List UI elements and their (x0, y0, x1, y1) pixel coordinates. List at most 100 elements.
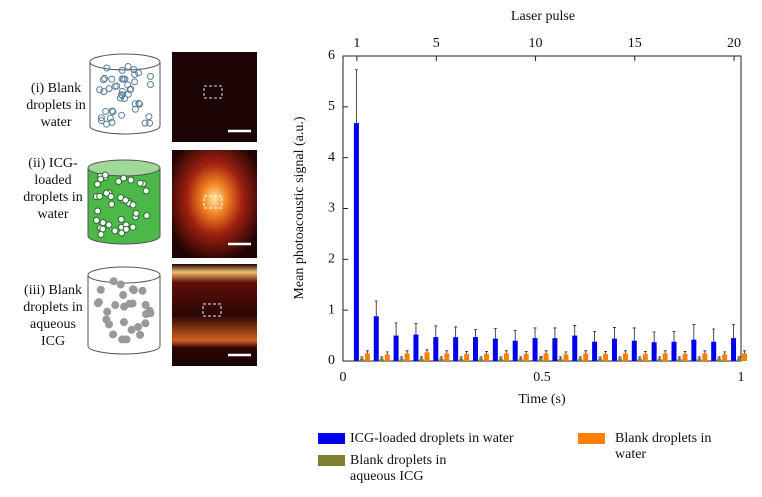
x-tick-label: 0.5 (533, 370, 551, 385)
x2-tick-label: 5 (433, 36, 440, 51)
y-tick-label: 2 (328, 252, 335, 267)
droplet (127, 176, 135, 184)
bar (558, 358, 563, 361)
panel-label: (iii) Blank droplets in aqueous ICG (23, 283, 83, 349)
bar (697, 358, 702, 361)
bar (642, 353, 648, 361)
error-bar (400, 356, 404, 359)
droplet (141, 300, 150, 309)
bar (543, 353, 549, 361)
droplet (94, 207, 102, 215)
bar (578, 358, 583, 361)
bar (464, 353, 470, 361)
droplet (96, 192, 104, 200)
error-bar (524, 350, 528, 354)
bar (637, 358, 642, 361)
bar (353, 123, 359, 361)
bar (433, 337, 439, 361)
error-bar (612, 327, 616, 339)
bar (592, 341, 598, 361)
bar (651, 342, 657, 361)
droplet (108, 107, 116, 115)
droplet (132, 209, 140, 217)
bar (472, 337, 478, 361)
y-axis-title: Mean photoacoustic signal (a.u.) (292, 116, 307, 299)
bar (702, 353, 708, 361)
bar (622, 353, 628, 361)
error-bar (473, 329, 477, 338)
cylinder-top (87, 266, 161, 284)
droplet (108, 200, 116, 208)
x2-tick-label: 15 (628, 36, 642, 51)
droplet (93, 299, 102, 308)
bar (731, 338, 737, 361)
error-bar (703, 350, 707, 354)
droplet (96, 285, 105, 294)
error-bar (454, 326, 458, 338)
error-bar (723, 351, 727, 355)
error-bar (678, 356, 682, 359)
bar (492, 338, 498, 361)
error-bar (658, 356, 662, 359)
droplet (103, 64, 111, 72)
bar (598, 358, 603, 361)
bar (478, 358, 483, 361)
error-bar (743, 350, 747, 354)
bar (439, 358, 444, 361)
bar (657, 358, 662, 361)
bar (677, 358, 682, 361)
droplet (134, 322, 143, 331)
droplet (111, 82, 119, 90)
error-bar (697, 356, 701, 359)
bar (711, 341, 717, 361)
droplet (101, 171, 109, 179)
panel-label: (i) Blank droplets in water (26, 81, 86, 130)
bar (498, 358, 503, 361)
droplet (130, 66, 138, 74)
error-bar (519, 356, 523, 359)
legend-swatch (578, 433, 605, 444)
error-bar (425, 349, 429, 353)
bar (364, 353, 370, 361)
error-bar (638, 356, 642, 359)
bar (518, 358, 523, 361)
droplet (135, 69, 143, 77)
bar (603, 353, 609, 361)
error-bar (732, 324, 736, 339)
error-bar (652, 331, 656, 343)
bar (552, 338, 558, 361)
error-bar (584, 350, 588, 354)
y-tick-label: 4 (328, 150, 335, 165)
error-bar (573, 325, 577, 336)
droplet (92, 216, 100, 224)
bar (453, 337, 459, 361)
x2-axis-title: Laser pulse (511, 9, 575, 24)
error-bar (434, 325, 438, 338)
droplet (145, 113, 153, 121)
droplet (109, 277, 118, 286)
droplet (105, 85, 113, 93)
error-bar (459, 356, 463, 359)
x2-tick-label: 10 (529, 36, 543, 51)
legend-swatch (318, 433, 345, 444)
x-tick-label: 1 (738, 370, 745, 385)
error-bar (439, 356, 443, 359)
error-bar (465, 350, 469, 354)
droplet (146, 80, 154, 88)
bar (419, 358, 424, 361)
droplet (131, 100, 139, 108)
error-bar (360, 356, 364, 359)
bar (722, 354, 728, 361)
droplet (117, 215, 125, 223)
bar (384, 354, 390, 361)
error-bar (618, 356, 622, 359)
droplet (105, 221, 113, 229)
image (172, 264, 257, 366)
droplet (131, 70, 139, 78)
error-bar (604, 350, 608, 354)
droplet (116, 94, 124, 102)
droplet (118, 335, 127, 344)
panel-label: (ii) ICG-loaded droplets in water (23, 156, 83, 222)
droplet (116, 280, 125, 289)
